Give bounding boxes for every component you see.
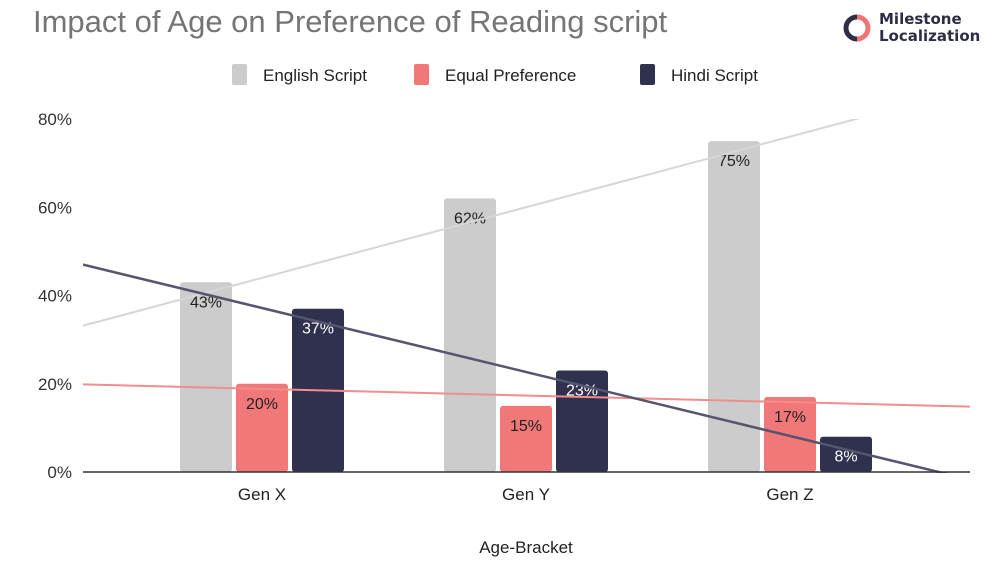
chart-title: Impact of Age on Preference of Reading s… (33, 4, 668, 39)
y-tick-label: 60% (38, 198, 72, 217)
data-label: 15% (510, 418, 542, 435)
legend-label[interactable]: English Script (263, 66, 367, 85)
trendlines (83, 119, 970, 473)
bar-english-script[interactable] (708, 141, 760, 472)
x-tick-label: Gen Y (502, 485, 550, 504)
bar-equal-preference[interactable] (236, 383, 288, 472)
logo-text-line1: Milestone (879, 10, 962, 28)
trendline-english-script (83, 119, 860, 327)
logo-text-line2: Localization (879, 27, 981, 45)
data-label: 62% (454, 210, 486, 227)
bars: 43%62%75%20%15%17%37%23%8% (180, 141, 872, 473)
legend-swatch (232, 64, 247, 85)
brand-logo: Milestone Localization (843, 11, 980, 45)
data-label: 17% (774, 409, 806, 426)
data-label: 43% (190, 294, 222, 311)
y-axis: 0% 20% 40% 60% 80% (38, 110, 72, 482)
y-tick-label: 40% (38, 287, 72, 306)
trendline-hindi-script (83, 263, 949, 473)
logo-ring-icon (843, 14, 871, 42)
bar-english-script[interactable] (180, 282, 232, 472)
y-tick-label: 20% (38, 375, 72, 394)
y-tick-label: 0% (47, 463, 72, 482)
trendline-equal-preference (83, 383, 970, 408)
legend: English Script Equal Preference Hindi Scri… (232, 64, 758, 85)
legend-swatch (640, 64, 655, 85)
x-tick-label: Gen X (238, 485, 286, 504)
data-label: 75% (718, 153, 750, 170)
bar-equal-preference[interactable] (764, 396, 816, 472)
y-tick-label: 80% (38, 110, 72, 129)
bar-english-script[interactable] (444, 198, 496, 473)
x-tick-label: Gen Z (766, 485, 813, 504)
data-label: 37% (302, 321, 334, 338)
legend-label[interactable]: Hindi Script (671, 66, 758, 85)
legend-label[interactable]: Equal Preference (445, 66, 576, 85)
bar-equal-preference[interactable] (500, 405, 552, 472)
x-axis: Gen X Gen Y Gen Z (238, 485, 814, 504)
data-label: 8% (834, 449, 857, 466)
data-label: 20% (246, 396, 278, 413)
legend-swatch (414, 64, 429, 85)
x-axis-title: Age-Bracket (479, 538, 573, 557)
